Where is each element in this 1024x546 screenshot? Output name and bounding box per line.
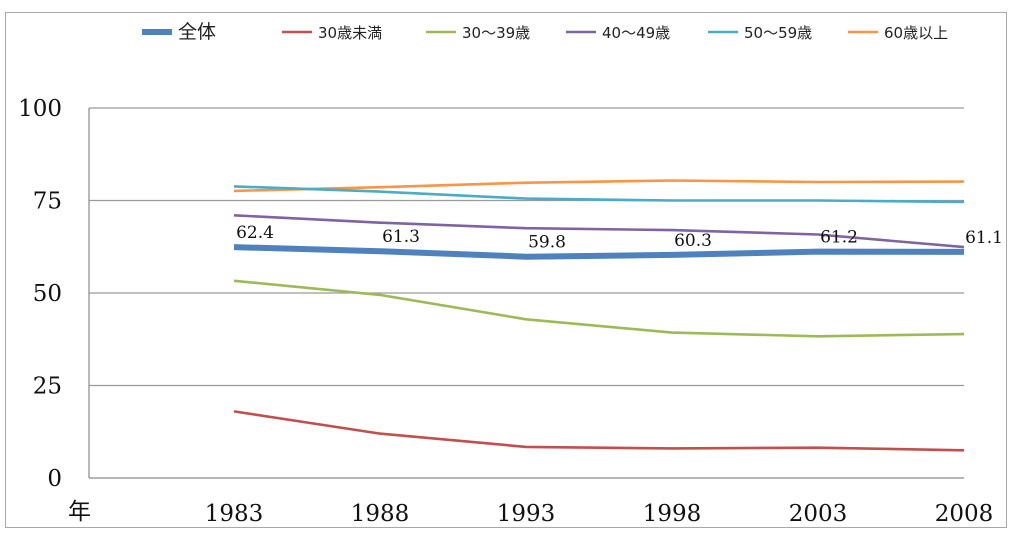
y-tick-label: 0 [47,466,62,492]
data-label: 59.8 [528,233,566,253]
x-tick-label: 2003 [789,501,848,527]
y-tick-label: 100 [18,96,62,122]
y-tick-label: 75 [33,189,62,215]
legend-label: 全体 [178,21,216,43]
data-label: 61.1 [965,228,1003,248]
x-tick-label: 1998 [643,501,702,527]
legend-label: 60歳以上 [884,24,948,42]
y-tick-labels: 0 25 50 75 100 [18,96,62,492]
legend: 全体 30歳未満 30～39歳 40～49歳 50～59歳 60歳以上 [142,21,948,43]
x-tick-label: 2008 [935,501,994,527]
x-tick-label: 1983 [205,501,264,527]
legend-label: 50～59歳 [744,24,812,42]
gridlines [89,107,964,387]
series-line-2 [233,279,965,338]
series-line-5 [233,179,965,193]
chart-frame [5,12,1007,528]
data-label: 62.4 [236,223,274,243]
data-labels: 62.4 61.3 59.8 60.3 61.2 61.1 [236,223,1003,253]
data-label: 60.3 [674,231,712,251]
series-line-1 [233,410,965,452]
series-lines [233,179,965,452]
y-tick-label: 50 [33,281,62,307]
legend-label: 40～49歳 [602,24,670,42]
data-label: 61.2 [820,228,858,248]
series-line-4 [233,185,965,204]
x-tick-labels: 1983 1988 1993 1998 2003 2008 [205,501,994,527]
x-tick-label: 1993 [497,501,556,527]
y-tick-label: 25 [33,374,62,400]
data-label: 61.3 [382,227,420,247]
series-line-3 [233,214,965,249]
axes [88,108,964,479]
x-axis-unit-label: 年 [68,499,91,525]
series-line-0 [233,244,965,260]
x-tick-label: 1988 [351,501,410,527]
legend-label: 30～39歳 [462,24,530,42]
legend-label: 30歳未満 [318,24,382,42]
